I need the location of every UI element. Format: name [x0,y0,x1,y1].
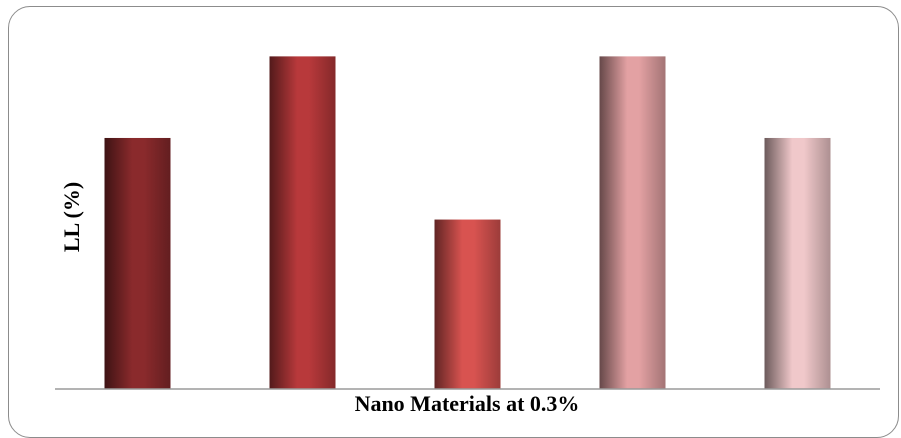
bar-chart: Nano Materials at 0.3% LL (%) [55,56,880,416]
bar-3 [434,219,501,389]
bar-1 [104,137,171,389]
bar-4 [599,56,666,390]
y-axis-title: LL (%) [59,182,84,252]
bars-group [104,56,831,390]
bar-5 [764,137,831,389]
bar-2 [269,56,336,390]
x-axis-title: Nano Materials at 0.3% [355,391,580,416]
